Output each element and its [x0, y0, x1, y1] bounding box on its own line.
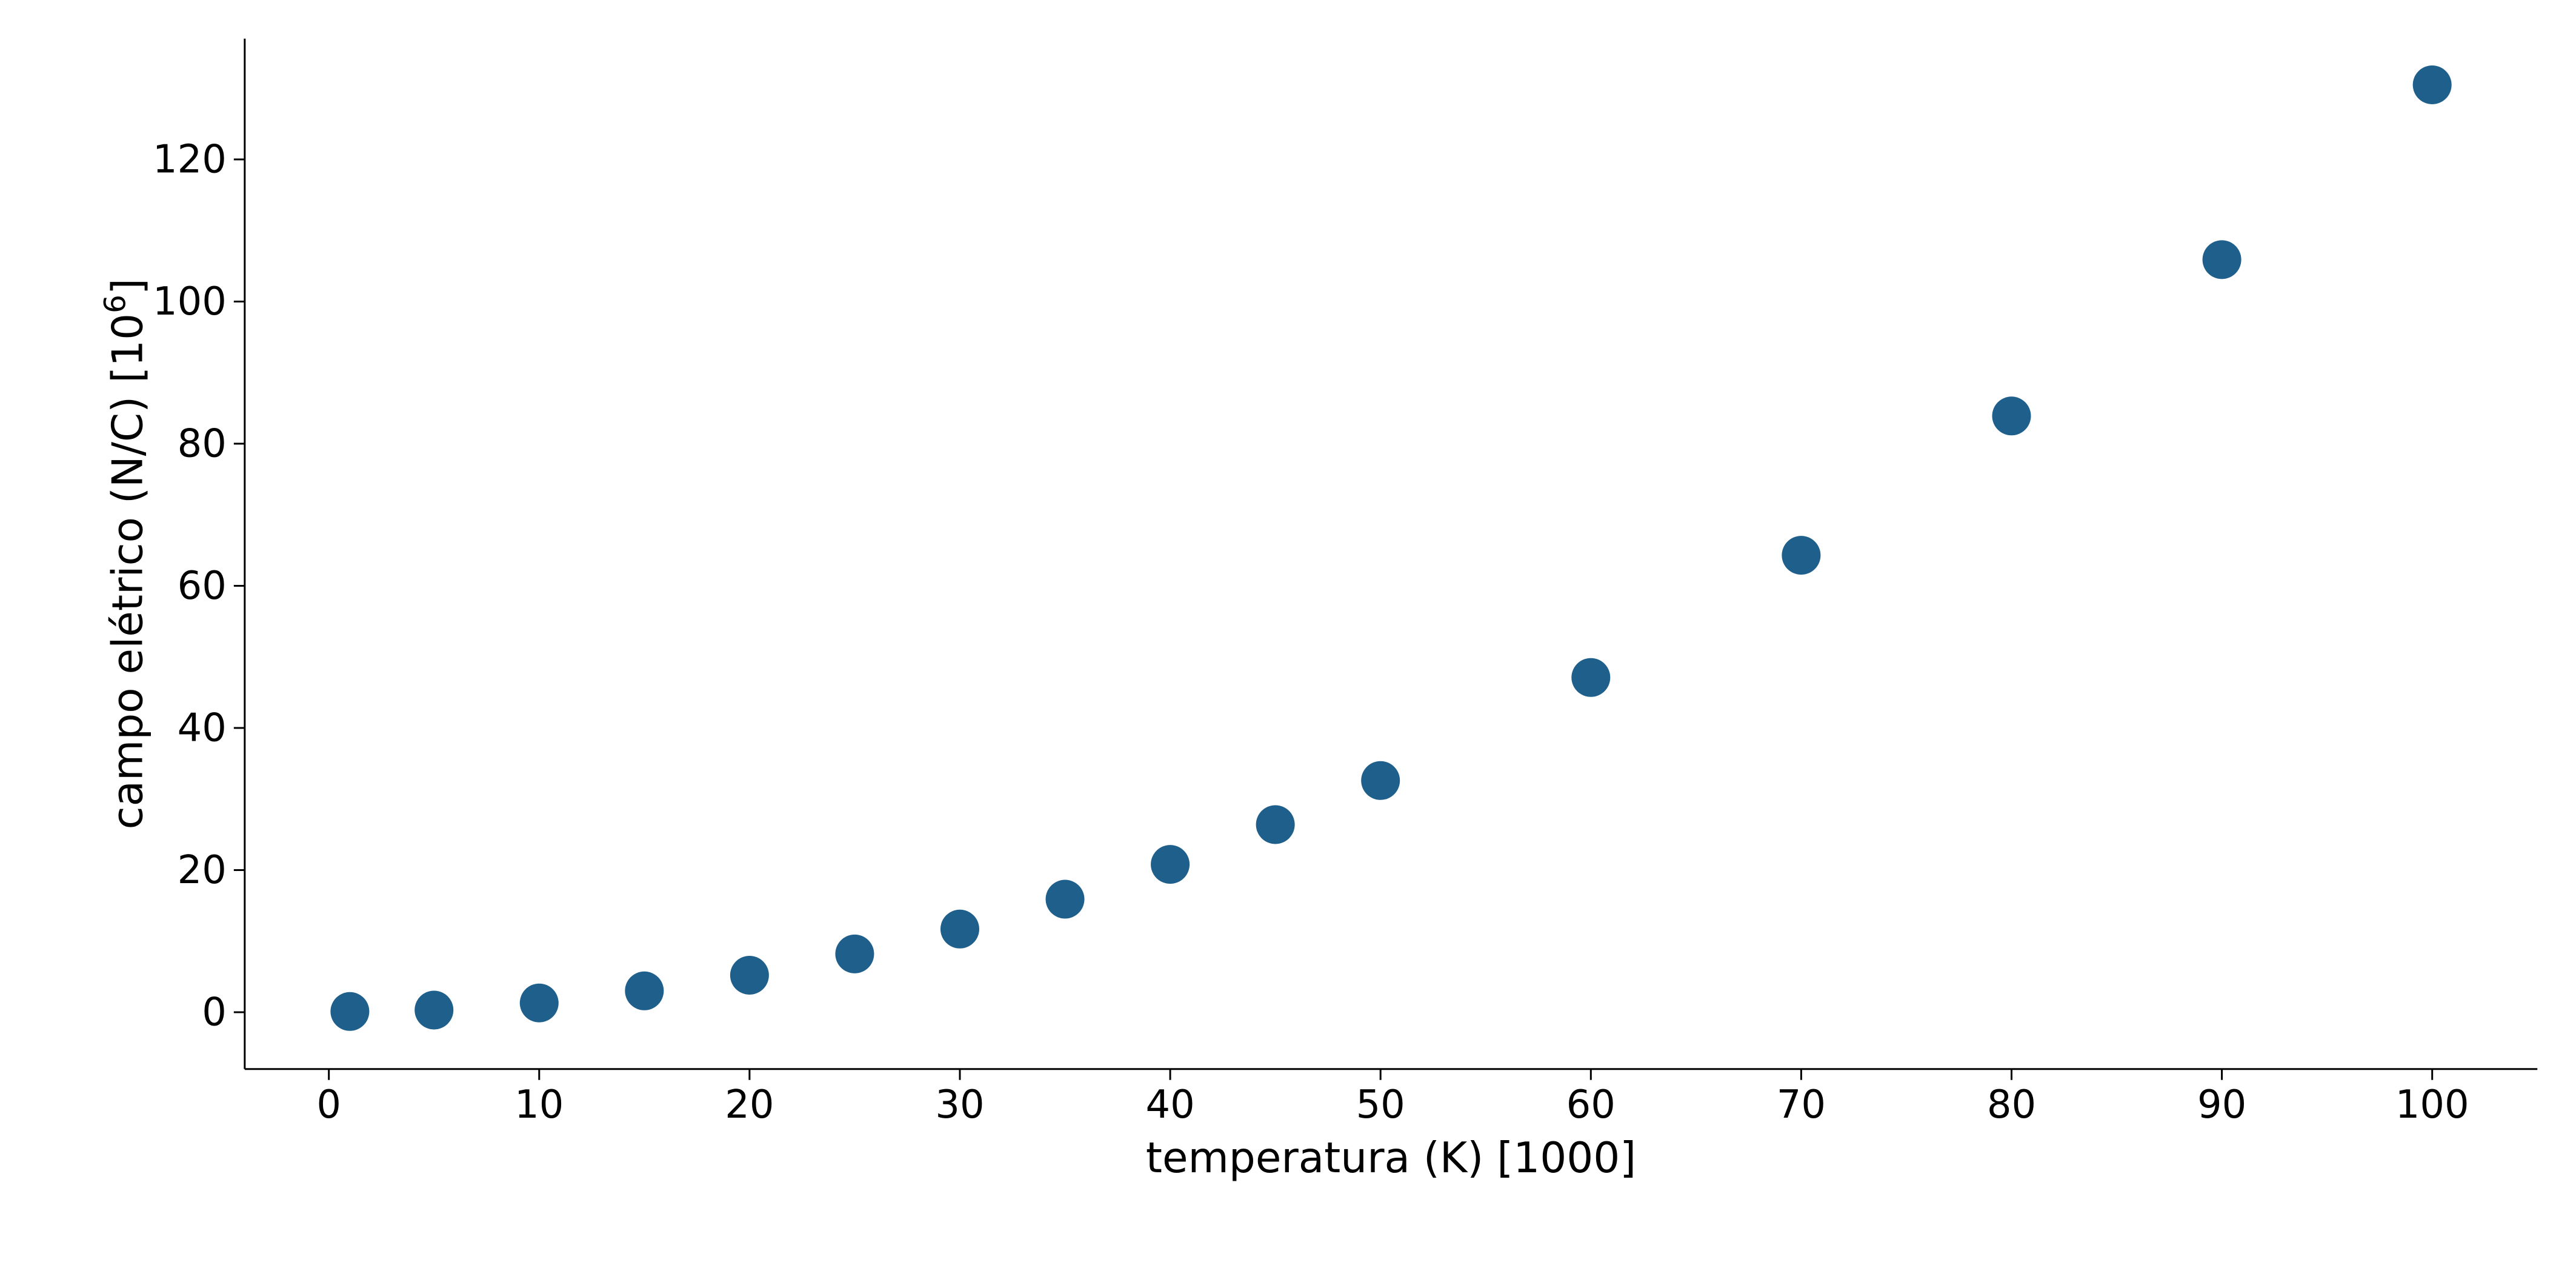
- data-point: [730, 956, 769, 995]
- data-point: [330, 992, 369, 1031]
- x-tick-label: 70: [1777, 1083, 1826, 1127]
- data-point: [1046, 880, 1085, 919]
- x-tick-label: 100: [2395, 1083, 2469, 1127]
- x-tick-label: 20: [725, 1083, 774, 1127]
- y-tick-label: 80: [178, 422, 227, 467]
- plot-area: [245, 39, 2537, 1069]
- data-point: [2203, 240, 2242, 279]
- x-axis-label: temperatura (K) [1000]: [1146, 1134, 1636, 1183]
- y-tick-label: 120: [153, 138, 227, 182]
- x-tick-label: 10: [514, 1083, 564, 1127]
- x-tick-label: 80: [1987, 1083, 2036, 1127]
- data-point: [1782, 536, 1820, 575]
- data-point: [940, 910, 979, 949]
- x-tick-label: 0: [316, 1083, 341, 1127]
- data-point: [1361, 761, 1400, 800]
- data-point: [2413, 65, 2452, 104]
- x-tick-label: 90: [2197, 1083, 2246, 1127]
- x-tick-label: 60: [1566, 1083, 1616, 1127]
- x-tick-label: 30: [935, 1083, 984, 1127]
- x-tick-label: 40: [1145, 1083, 1194, 1127]
- y-tick-label: 100: [153, 279, 227, 324]
- data-point: [1151, 845, 1190, 884]
- y-axis-label: campo elétrico (N/C) [106]: [99, 278, 153, 829]
- data-point: [835, 935, 874, 973]
- data-point: [414, 990, 453, 1029]
- data-point: [520, 984, 559, 1023]
- data-point: [1992, 396, 2031, 435]
- y-tick-label: 0: [202, 990, 227, 1035]
- y-tick-label: 40: [178, 706, 227, 751]
- x-tick-label: 50: [1356, 1083, 1405, 1127]
- data-point: [625, 972, 664, 1010]
- data-point: [1571, 658, 1610, 697]
- data-point: [1256, 805, 1295, 844]
- y-tick-label: 60: [178, 564, 227, 609]
- chart-container: 0 10 20 30 40 50 60 70 80 90 100 0 20 40 60 80 100 120 tem…: [0, 0, 2576, 1288]
- scatter-chart: 0 10 20 30 40 50 60 70 80 90 100 0 20 40 60 80 100 120 tem…: [0, 0, 2576, 1288]
- y-tick-label: 20: [178, 848, 227, 893]
